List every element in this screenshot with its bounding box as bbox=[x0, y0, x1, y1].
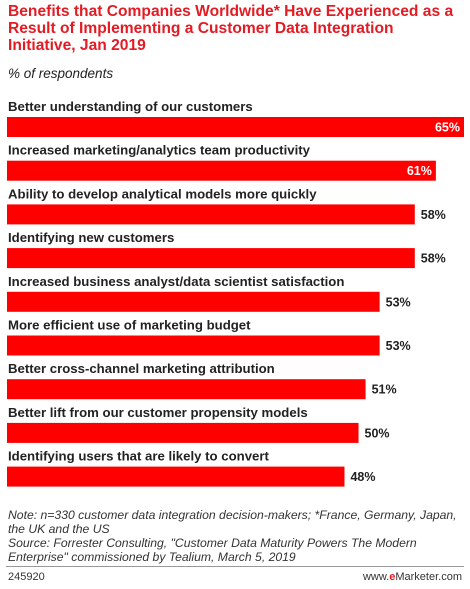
chart-id: 245920 bbox=[8, 571, 45, 583]
value-label: 53% bbox=[386, 295, 411, 309]
bar bbox=[7, 117, 464, 137]
bar bbox=[7, 291, 380, 312]
brand-name: Marketer.com bbox=[395, 571, 462, 583]
category-label: Ability to develop analytical models mor… bbox=[8, 186, 317, 201]
source-text: Source: Forrester Consulting, "Customer … bbox=[8, 536, 417, 564]
category-label: Better lift from our customer propensity… bbox=[8, 405, 308, 420]
value-label: 53% bbox=[386, 339, 411, 353]
category-label: Increased business analyst/data scientis… bbox=[8, 274, 344, 289]
category-label: Better understanding of our customers bbox=[8, 99, 253, 114]
value-label: 50% bbox=[365, 426, 390, 440]
note-text: Note: n=330 customer data integration de… bbox=[8, 508, 457, 536]
value-label: 65% bbox=[435, 121, 460, 135]
category-label: More efficient use of marketing budget bbox=[8, 318, 251, 333]
value-label: 58% bbox=[421, 208, 446, 222]
bar bbox=[7, 466, 345, 487]
bar bbox=[7, 248, 415, 269]
chart-notes: Note: n=330 customer data integration de… bbox=[8, 508, 464, 564]
bar-chart: Better understanding of our customers 65%… bbox=[7, 99, 464, 487]
category-label: Identifying users that are likely to con… bbox=[8, 449, 269, 464]
value-label: 61% bbox=[407, 164, 432, 178]
value-label: 48% bbox=[350, 470, 375, 484]
bar bbox=[7, 379, 366, 400]
brand-link[interactable]: www.eMarketer.com bbox=[363, 571, 462, 583]
chart-title: Benefits that Companies Worldwide* Have … bbox=[8, 3, 454, 54]
value-label: 51% bbox=[372, 383, 397, 397]
category-label: Increased marketing/analytics team produ… bbox=[8, 143, 311, 158]
brand-logo-mark: e bbox=[389, 571, 396, 583]
category-label: Better cross-channel marketing attributi… bbox=[8, 361, 275, 376]
bar bbox=[7, 335, 380, 356]
value-label: 58% bbox=[421, 252, 446, 266]
brand-prefix: www. bbox=[362, 571, 390, 583]
chart-subtitle: % of respondents bbox=[8, 66, 114, 81]
bar bbox=[7, 160, 436, 181]
bar bbox=[7, 204, 415, 225]
bar bbox=[7, 422, 359, 443]
footer-divider bbox=[6, 566, 464, 567]
category-label: Identifying new customers bbox=[8, 230, 174, 245]
